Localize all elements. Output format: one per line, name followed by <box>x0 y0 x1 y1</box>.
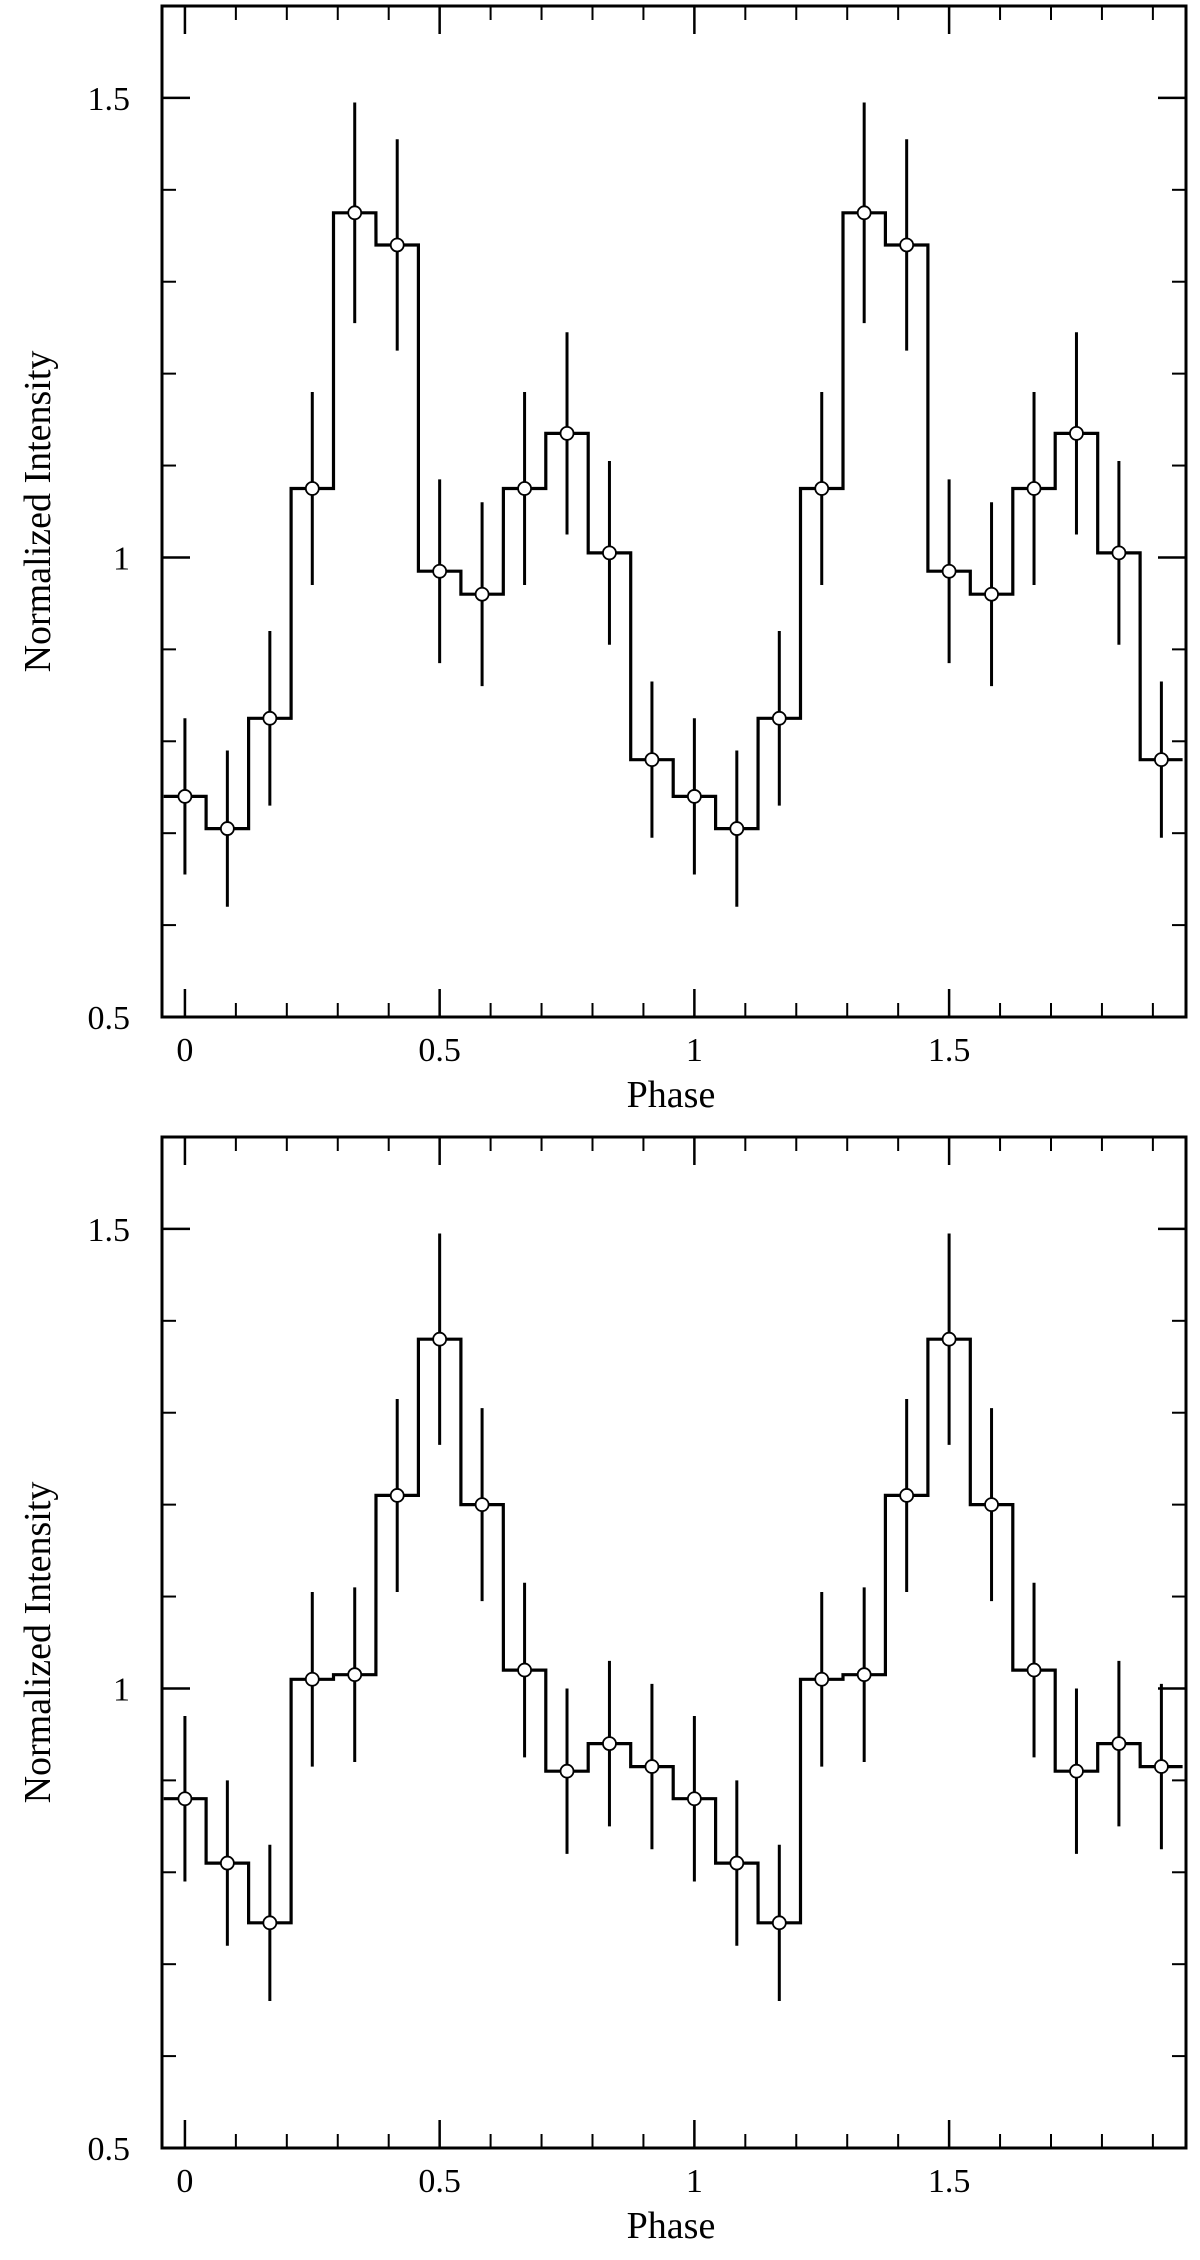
data-point <box>1111 545 1127 561</box>
data-point <box>432 563 448 579</box>
data-point <box>559 1763 575 1779</box>
step-line <box>163 211 1183 831</box>
data-point <box>304 481 320 496</box>
data-point <box>1026 1662 1042 1678</box>
data-point <box>219 821 235 836</box>
data-point <box>304 1671 320 1687</box>
y-tick-label: 1.5 <box>88 81 131 118</box>
data-point <box>729 821 745 836</box>
x-axis-title: Phase <box>627 2205 716 2247</box>
data-point <box>771 710 787 726</box>
data-point <box>899 1488 915 1503</box>
data-point <box>1153 752 1169 768</box>
y-tick-label: 1 <box>113 540 130 577</box>
data-point <box>602 1736 617 1751</box>
data-point <box>856 205 872 221</box>
data-point <box>984 586 999 602</box>
y-axis-title: Normalized Intensity <box>17 351 59 673</box>
data-point <box>389 1488 405 1503</box>
data-point <box>517 481 532 496</box>
data-point <box>686 789 702 804</box>
data-point <box>262 710 278 726</box>
data-point <box>389 237 405 253</box>
x-tick-label: 1 <box>686 2163 703 2200</box>
data-point <box>474 586 490 602</box>
data-point <box>347 1667 363 1683</box>
y-tick-label: 1 <box>113 1671 130 1708</box>
data-point <box>347 205 363 221</box>
data-point <box>559 425 575 441</box>
x-tick-label: 1 <box>686 1032 703 1069</box>
data-point <box>644 1759 660 1774</box>
y-tick-label: 1.5 <box>88 1212 131 1249</box>
data-point <box>644 752 660 768</box>
data-point <box>602 545 617 561</box>
plot-frame <box>160 4 1188 1019</box>
top-panel: 0 0.5 1 1.5 0.5 1 1.5 Phase Normalized Intensity <box>17 4 1188 1116</box>
data-point <box>262 1915 278 1931</box>
data-point <box>1069 425 1084 441</box>
step-line <box>163 1337 1183 1925</box>
data-point <box>1026 481 1042 496</box>
y-tick-label: 0.5 <box>88 2131 131 2168</box>
data-point <box>856 1667 872 1683</box>
data-point <box>177 1791 193 1807</box>
data-point <box>941 563 957 579</box>
data-point <box>219 1855 235 1871</box>
data-point <box>1111 1736 1127 1751</box>
data-point <box>432 1331 448 1347</box>
data-point <box>899 237 915 253</box>
data-point <box>729 1855 745 1871</box>
data-point <box>517 1662 532 1678</box>
data-point <box>686 1791 702 1807</box>
x-tick-label: 0 <box>176 1032 193 1069</box>
data-point <box>771 1915 787 1931</box>
bottom-panel: 0 0.5 1 1.5 0.5 1 1.5 Phase Normalized Intensity <box>17 1135 1188 2247</box>
x-axis-title: Phase <box>627 1074 716 1116</box>
data-point <box>1153 1759 1169 1774</box>
data-point <box>984 1497 999 1513</box>
x-tick-label: 1.5 <box>928 2163 971 2200</box>
data-point <box>474 1497 490 1513</box>
y-axis-title: Normalized Intensity <box>17 1482 59 1804</box>
plot-frame <box>160 1135 1188 2150</box>
data-point <box>814 481 830 496</box>
y-tick-label: 0.5 <box>88 1000 131 1037</box>
data-point <box>177 789 193 804</box>
data-point <box>1069 1763 1084 1779</box>
x-tick-label: 1.5 <box>928 1032 971 1069</box>
data-point <box>941 1331 957 1347</box>
x-tick-label: 0.5 <box>418 1032 461 1069</box>
x-tick-label: 0 <box>176 2163 193 2200</box>
data-point <box>814 1671 830 1687</box>
x-tick-label: 0.5 <box>418 2163 461 2200</box>
